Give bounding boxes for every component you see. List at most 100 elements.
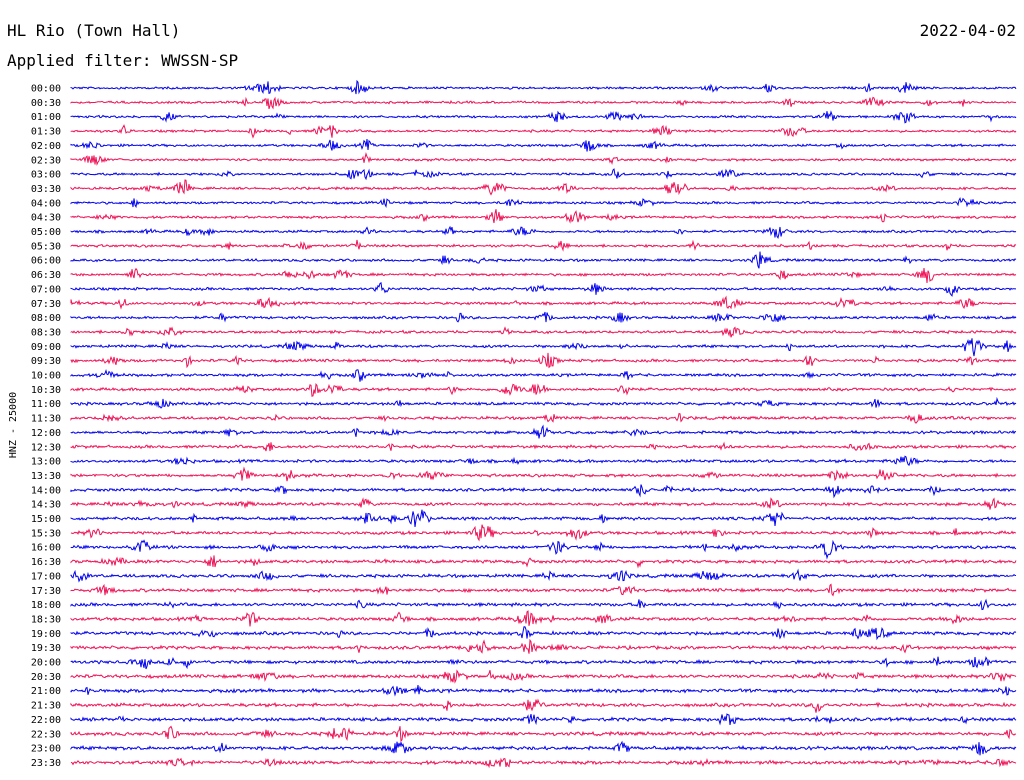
filter-label: Applied filter: WWSSN-SP — [7, 51, 239, 70]
seismic-trace-row — [70, 455, 1017, 467]
row-time-label: 18:30 — [31, 614, 61, 625]
seismic-trace-row — [70, 725, 1017, 743]
seismic-trace-row — [70, 96, 1017, 110]
row-time-label: 05:00 — [31, 227, 61, 238]
row-time-label: 08:00 — [31, 313, 61, 324]
row-time-label: 14:00 — [31, 485, 61, 496]
row-time-label: 14:30 — [31, 500, 61, 511]
seismic-trace-row — [70, 281, 1016, 297]
row-time-label: 16:00 — [31, 543, 61, 554]
seismic-trace-row — [70, 197, 1017, 209]
seismic-trace-row — [70, 568, 1017, 583]
seismic-trace-row — [70, 239, 1017, 252]
seismic-trace-row — [70, 484, 1017, 499]
y-axis-label: HNZ - 25000 — [8, 392, 19, 458]
row-time-label: 07:00 — [31, 284, 61, 295]
row-time-label: 03:00 — [31, 170, 61, 181]
seismic-trace-row — [70, 352, 1017, 369]
seismic-trace-row — [70, 179, 1017, 196]
seismic-trace-row — [70, 626, 1017, 641]
record-date: 2022-04-02 — [919, 21, 1016, 40]
row-time-label: 10:00 — [31, 371, 61, 382]
seismic-trace-row — [70, 110, 1017, 124]
row-time-label: 00:30 — [31, 98, 61, 109]
row-time-label: 03:30 — [31, 184, 61, 195]
seismic-trace-row — [70, 295, 1017, 310]
seismic-trace-row — [70, 509, 1017, 527]
row-time-label: 07:30 — [31, 299, 61, 310]
row-time-label: 21:30 — [31, 701, 61, 712]
seismic-trace-row — [70, 209, 1017, 224]
seismic-trace-row — [70, 441, 1017, 452]
row-time-label: 20:00 — [31, 658, 61, 669]
row-time-label: 11:30 — [31, 414, 61, 425]
seismic-trace-row — [70, 139, 1017, 152]
row-time-label: 13:00 — [31, 457, 61, 468]
row-time-label: 02:30 — [31, 155, 61, 166]
seismic-trace-row — [70, 656, 1017, 670]
seismic-trace-row — [70, 685, 1017, 697]
seismic-trace-row — [70, 326, 1017, 338]
row-time-label: 09:00 — [31, 342, 61, 353]
row-time-label: 21:00 — [31, 686, 61, 697]
seismic-trace-row — [70, 610, 1017, 627]
row-time-label: 22:00 — [31, 715, 61, 726]
row-time-label: 06:30 — [31, 270, 61, 281]
row-time-label: 08:30 — [31, 327, 61, 338]
row-time-label: 13:30 — [31, 471, 61, 482]
row-time-label: 16:30 — [31, 557, 61, 568]
seismic-trace-row — [70, 251, 1017, 269]
station-title: HL Rio (Town Hall) — [7, 21, 181, 40]
seismic-trace-row — [70, 424, 1017, 439]
seismic-trace-row — [70, 152, 1017, 166]
seismic-trace-row — [70, 124, 1017, 139]
seismic-trace-row — [70, 79, 1017, 95]
seismic-trace-row — [70, 583, 1017, 597]
seismic-trace-row — [70, 524, 1017, 542]
seismic-trace-row — [70, 669, 1017, 684]
seismic-trace-row — [70, 497, 1017, 510]
row-time-label: 19:30 — [31, 643, 61, 654]
row-time-label: 22:30 — [31, 729, 61, 740]
row-time-label: 12:30 — [31, 442, 61, 453]
row-time-label: 17:30 — [31, 586, 61, 597]
row-time-label: 00:00 — [31, 84, 61, 95]
seismic-trace-row — [70, 396, 1017, 409]
seismic-trace-row — [70, 168, 1017, 181]
seismic-trace-row — [70, 267, 1017, 284]
seismic-trace-row — [70, 740, 1017, 756]
row-time-label: 01:30 — [31, 127, 61, 138]
row-time-label: 04:00 — [31, 198, 61, 209]
row-time-label: 11:00 — [31, 399, 61, 410]
row-time-label: 02:00 — [31, 141, 61, 152]
seismic-trace-row — [70, 382, 1017, 397]
row-time-label: 06:00 — [31, 256, 61, 267]
seismic-trace-row — [70, 713, 1017, 726]
seismic-trace-row — [70, 598, 1017, 611]
row-time-label: 23:00 — [31, 744, 61, 755]
row-time-label: 04:30 — [31, 213, 61, 224]
row-time-label: 05:30 — [31, 241, 61, 252]
seismic-trace-row — [70, 368, 1017, 382]
row-time-label: 15:00 — [31, 514, 61, 525]
row-time-label: 17:00 — [31, 571, 61, 582]
row-time-label: 18:00 — [31, 600, 61, 611]
seismic-trace-row — [70, 539, 1017, 560]
row-time-label: 01:00 — [31, 112, 61, 123]
seismic-trace-row — [70, 225, 1017, 240]
row-time-label: 12:00 — [31, 428, 61, 439]
seismic-trace-row — [70, 757, 1017, 769]
row-time-label: 23:30 — [31, 758, 61, 769]
seismic-trace-row — [70, 338, 1017, 357]
seismic-trace-row — [70, 311, 1017, 323]
row-time-label: 09:30 — [31, 356, 61, 367]
seismic-trace-row — [70, 638, 1017, 654]
row-time-label: 20:30 — [31, 672, 61, 683]
seismic-trace-row — [70, 413, 1017, 424]
row-time-label: 19:00 — [31, 629, 61, 640]
row-time-label: 15:30 — [31, 528, 61, 539]
seismic-trace-row — [70, 466, 1017, 482]
row-time-label: 10:30 — [31, 385, 61, 396]
seismic-trace-row — [70, 698, 1016, 713]
